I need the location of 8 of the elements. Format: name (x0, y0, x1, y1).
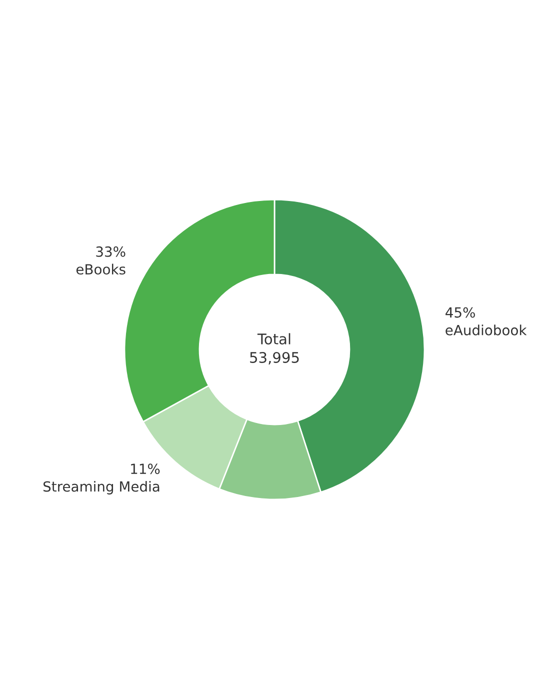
slice-label: eBooks (76, 264, 126, 275)
text: Total (257, 333, 290, 344)
slice-label: Streaming Media (43, 481, 160, 494)
text: 53,995 (250, 352, 299, 364)
data-label: 33% (96, 246, 126, 257)
data-label: 11% (131, 464, 160, 474)
data-label: 45% (446, 307, 475, 318)
slice-label: eAudiobook (446, 324, 527, 336)
